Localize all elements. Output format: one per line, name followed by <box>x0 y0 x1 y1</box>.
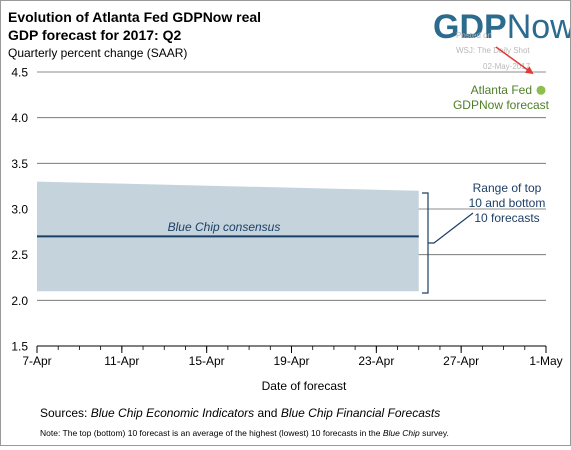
stamp-line-3: 02-May-2017 <box>483 62 531 71</box>
posted-stamp: Posted on WSJ: The Daily Shot 02-May-201… <box>456 31 531 71</box>
x-tick-label: 11-Apr <box>104 354 139 368</box>
sources-source-2: Blue Chip Financial Forecasts <box>281 406 440 420</box>
range-bracket <box>422 192 474 294</box>
y-axis-ticks: 4.5 4.0 3.5 3.0 2.5 2.0 1.5 <box>11 66 28 354</box>
range-label-line-1: Range of top <box>473 181 542 195</box>
x-tick-label: 27-Apr <box>443 354 479 368</box>
note-prefix: Note: The top (bottom) 10 forecast is an… <box>40 428 383 438</box>
chart-subtitle: Quarterly percent change (SAAR) <box>8 46 187 60</box>
x-tick-label: 23-Apr <box>358 354 394 368</box>
y-tick-label: 2.0 <box>11 294 28 308</box>
sources-middle: and <box>254 406 281 420</box>
gdpnow-label-line-2: GDPNow forecast <box>453 98 550 112</box>
gdpnow-logo: GDPNow <box>433 8 571 46</box>
note-italic: Blue Chip <box>383 428 420 438</box>
y-tick-label: 4.0 <box>11 111 28 125</box>
y-tick-label: 3.0 <box>11 203 28 217</box>
sources-source-1: Blue Chip Economic Indicators <box>91 406 254 420</box>
x-axis-label: Date of forecast <box>262 379 347 393</box>
chart-title-line-1: Evolution of Atlanta Fed GDPNow real <box>8 9 261 25</box>
red-arrow <box>495 46 534 75</box>
note-suffix: survey. <box>420 428 449 438</box>
y-tick-label: 2.5 <box>11 248 28 262</box>
y-tick-label: 3.5 <box>11 157 28 171</box>
svg-text:GDPNow: GDPNow <box>433 8 570 46</box>
logo-now: Now <box>507 8 570 46</box>
range-label-line-3: 10 forecasts <box>474 211 539 225</box>
x-tick-label: 1-May <box>529 354 562 368</box>
stamp-line-1: Posted on <box>456 31 492 40</box>
x-tick-label: 7-Apr <box>22 354 51 368</box>
x-axis-ticks: 7-Apr 11-Apr 15-Apr 19-Apr 23-Apr 27-Apr 1-May <box>22 346 563 368</box>
gdpnow-label-line-1: Atlanta Fed <box>471 83 532 97</box>
range-label-line-2: 10 and bottom <box>469 196 546 210</box>
consensus-label: Blue Chip consensus <box>168 220 281 234</box>
gdpnow-point <box>536 85 546 95</box>
sources-line: Sources: Blue Chip Economic Indicators a… <box>40 406 440 420</box>
gdpnow-dot-layer <box>536 85 546 95</box>
sources-prefix: Sources: <box>40 406 91 420</box>
logo-gdp: GDP <box>433 8 507 46</box>
stamp-line-2: WSJ: The Daily Shot <box>456 46 530 55</box>
chart-title-line-2: GDP forecast for 2017: Q2 <box>8 27 181 43</box>
x-tick-label: 15-Apr <box>189 354 225 368</box>
y-tick-label: 4.5 <box>11 66 28 80</box>
x-tick-label: 19-Apr <box>273 354 309 368</box>
note-line: Note: The top (bottom) 10 forecast is an… <box>40 428 449 438</box>
y-tick-label: 1.5 <box>11 340 28 354</box>
